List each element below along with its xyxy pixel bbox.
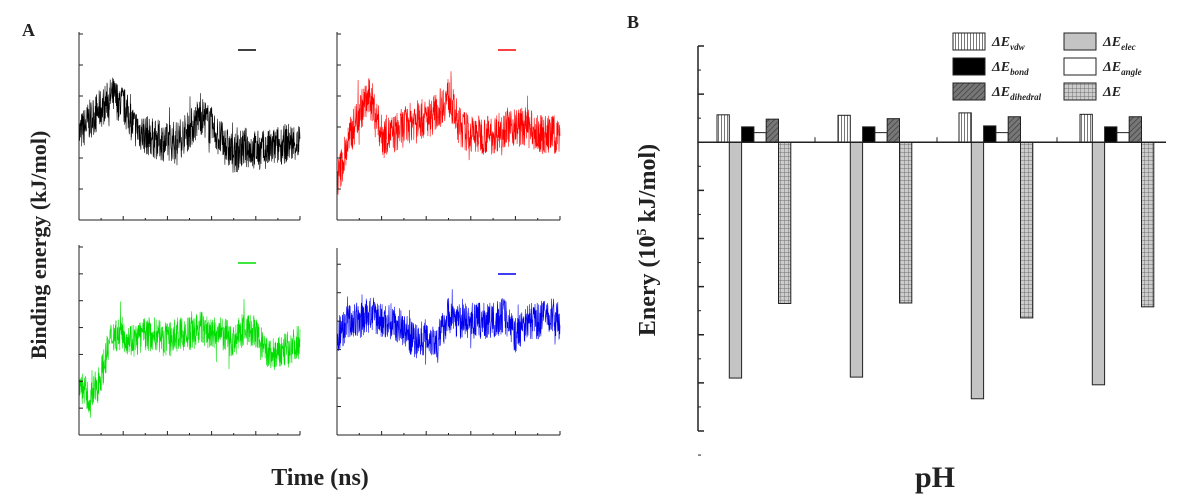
subplot-ph5 [78,245,301,436]
panel-a [78,32,561,436]
bar-elec-ph2 [728,141,743,379]
legend-swatch [1063,57,1097,76]
bar-vdw-ph7 [1079,113,1093,143]
series-line-1 [336,71,561,195]
bar-angle-ph4 [874,132,888,143]
legend-item-vdw: ΔEvdw [952,32,1026,52]
legend-subscript: dihedral [1010,92,1042,102]
legend-subscript: elec [1121,42,1135,52]
series-line-0 [78,77,301,173]
series-line-2 [78,298,301,418]
legend-subscript: angle [1121,67,1142,77]
bar-angle-ph7 [1116,132,1130,143]
panel-b-xlabel: pH [915,461,955,494]
bar-total-ph7 [1141,141,1155,308]
legend-name: ΔE [991,60,1010,75]
legend-item-dihedral: ΔEdihedral [952,82,1042,102]
subplot-ph4 [336,32,561,221]
bar-bond-ph4 [862,126,876,143]
legend-name: ΔE [1102,35,1121,50]
panel-a-xlabel: Time (ns) [271,465,369,491]
bar-elec-ph4 [849,141,864,378]
subplot-ph7 [336,248,561,436]
legend-swatch [1063,82,1097,101]
legend-label: ΔE [1102,85,1121,100]
legend-swatch [1063,32,1097,51]
panel-b-label: B [627,12,639,32]
bar-total-ph4 [899,141,913,304]
bar-total-ph5 [1020,141,1034,319]
bar-dihedral-ph2 [765,118,780,143]
bar-bond-ph5 [983,125,997,143]
bar-vdw-ph2 [716,114,730,143]
panel-a-ylabel: Binding energy (kJ/mol) [26,131,51,360]
bar-vdw-ph5 [958,112,972,143]
subplot-ph2 [78,32,301,221]
legend-subscript: bond [1010,67,1029,77]
legend-label: ΔEelec [1102,35,1136,52]
bar-elec-ph5 [970,141,985,400]
bar-elec-ph7 [1091,141,1106,386]
bar-dihedral-ph5 [1007,116,1022,143]
legend-name: ΔE [991,85,1010,100]
legend-name: ΔE [991,35,1010,50]
bar-dihedral-ph4 [886,118,901,143]
panel-b-ylabel: Enery (105 kJ/mol) [635,144,661,336]
bar-bond-ph7 [1104,126,1118,143]
panel-a-label: A [22,20,35,40]
legend-swatch [952,57,986,76]
bar-bond-ph2 [741,126,755,143]
legend-name: ΔE [1102,85,1121,100]
legend-item-bond: ΔEbond [952,57,1029,77]
legend-subscript: vdw [1010,42,1025,52]
legend-item-elec: ΔEelec [1063,32,1136,52]
legend-label: ΔEbond [991,60,1029,77]
bar-dihedral-ph7 [1128,116,1142,143]
legend-name: ΔE [1102,60,1121,75]
legend-swatch [952,32,986,51]
legend-item-angle: ΔEangle [1063,57,1142,77]
legend-label: ΔEdihedral [991,85,1042,102]
bar-total-ph2 [778,141,792,304]
legend-swatch [952,82,986,101]
legend-label: ΔEangle [1102,60,1142,77]
bar-angle-ph2 [753,132,767,143]
bar-angle-ph5 [995,132,1009,143]
series-line-3 [336,289,561,365]
legend-label: ΔEvdw [991,35,1026,52]
legend-item-total: ΔE [1063,82,1121,101]
bar-vdw-ph4 [837,114,851,143]
